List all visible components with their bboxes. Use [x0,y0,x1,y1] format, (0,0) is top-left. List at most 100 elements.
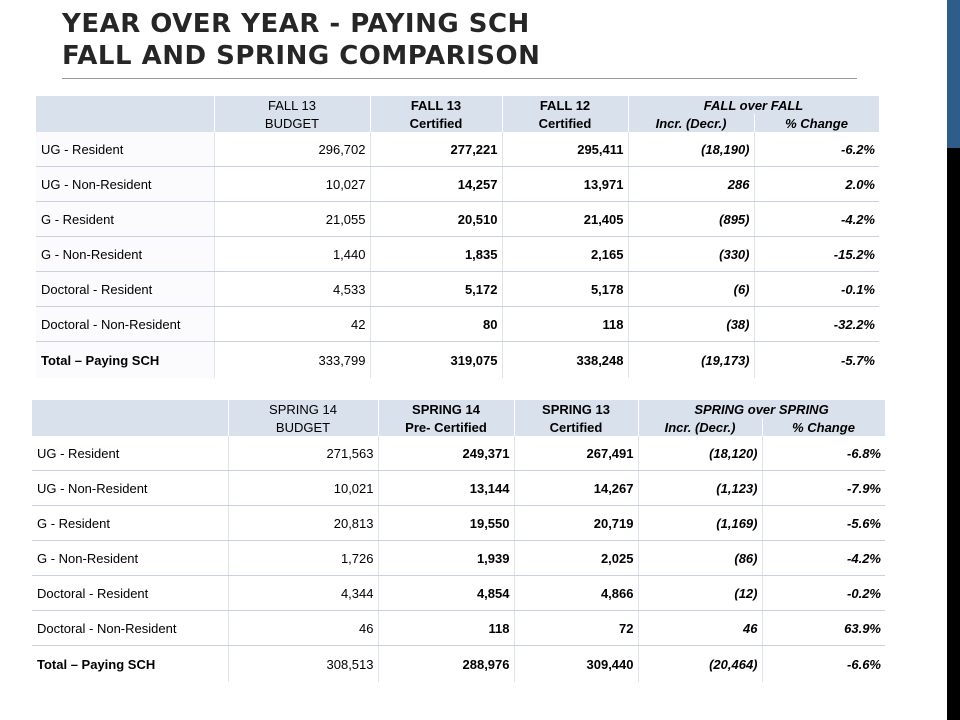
table-cell: -0.1% [754,271,879,307]
table-cell: -5.7% [841,352,875,368]
spring-header-row-1: SPRING 14 SPRING 14 SPRING 13 SPRING ove… [32,400,886,418]
header-cell [32,400,229,418]
table-cell: (12) [638,575,763,611]
table-cell: 118 [378,610,515,646]
spring-header-row-2: BUDGET Pre- Certified Certified Incr. (D… [32,418,886,436]
table-cell: -7.9% [762,470,885,506]
header-cell [32,418,229,436]
table-cell: (18,120) [638,436,763,471]
table-cell: (20,464) [638,645,763,682]
table-cell: 249,371 [378,436,515,471]
table-cell: 20,813 [228,505,379,541]
table-cell: (38) [628,306,755,342]
table-cell: 4,533 [214,271,371,307]
table-cell: 338,248 [502,341,629,378]
row-label: Doctoral - Resident [32,575,229,611]
table-cell: 5,172 [370,271,503,307]
table-cell: 10,027 [214,166,371,202]
table-cell: 319,075 [370,341,503,378]
table-cell: -15.2% [754,236,879,272]
table-cell: 46 [638,610,763,646]
row-label: UG - Non-Resident [32,470,229,506]
header-cell: BUDGET [214,114,371,132]
table-cell: (1,169) [638,505,763,541]
total-row: Total – Paying SCH 333,799 319,075 338,2… [36,341,879,378]
header-cell: SPRING over SPRING [638,400,886,418]
table-row: G - Non-Resident 1,440 1,835 2,165 (330)… [36,236,879,272]
row-label: UG - Resident [32,436,229,471]
table-row: UG - Resident 296,702 277,221 295,411 (1… [36,132,879,167]
table-cell: -4.2% [754,201,879,237]
table-cell: 10,021 [228,470,379,506]
table-cell: 13,144 [378,470,515,506]
table-cell: 5,178 [502,271,629,307]
row-label: UG - Non-Resident [36,166,215,202]
row-label: G - Resident [36,201,215,237]
table-cell: 2,165 [502,236,629,272]
table-cell: (895) [628,201,755,237]
row-label: G - Resident [32,505,229,541]
header-cell [36,114,215,132]
header-cell: % Change [754,114,880,132]
table-cell: 20,719 [514,505,639,541]
slide-title: YEAR OVER YEAR - PAYING SCH FALL AND SPR… [62,8,540,72]
table-cell: 288,976 [378,645,515,682]
table-cell: 333,799 [214,341,371,378]
slide-title-line1: YEAR OVER YEAR - PAYING SCH [62,9,530,39]
table-cell: (86) [638,540,763,576]
table-cell: 267,491 [514,436,639,471]
table-cell: 1,835 [370,236,503,272]
table-cell: 308,513 [228,645,379,682]
table-cell: -0.2% [762,575,885,611]
header-cell: Incr. (Decr.) [638,418,763,436]
header-cell: FALL 13 [214,96,371,114]
table-cell: (330) [628,236,755,272]
table-cell: 80 [370,306,503,342]
table-row: UG - Non-Resident 10,027 14,257 13,971 2… [36,166,879,202]
table-cell: 1,726 [228,540,379,576]
header-cell: Certified [514,418,639,436]
header-cell: SPRING 13 [514,400,639,418]
table-row: Doctoral - Non-Resident 46 118 72 46 63.… [32,610,885,646]
table-cell: 4,854 [378,575,515,611]
table-cell: 2,025 [514,540,639,576]
table-row: Doctoral - Resident 4,344 4,854 4,866 (1… [32,575,885,611]
table-cell: 1,939 [378,540,515,576]
table-row: G - Resident 21,055 20,510 21,405 (895) … [36,201,879,237]
table-cell: 21,405 [502,201,629,237]
table-cell: 4,866 [514,575,639,611]
row-label: Doctoral - Resident [36,271,215,307]
total-label: Total – Paying SCH [32,645,229,682]
header-cell: Certified [370,114,503,132]
header-cell: FALL 12 [502,96,629,114]
table-cell: 277,221 [370,132,503,167]
table-cell: 2.0% [754,166,879,202]
table-cell: 14,267 [514,470,639,506]
table-cell: -32.2% [754,306,879,342]
table-cell: 296,702 [214,132,371,167]
table-cell: -5.6% [762,505,885,541]
table-cell: (1,123) [638,470,763,506]
table-cell: 72 [514,610,639,646]
header-cell: SPRING 14 [228,400,379,418]
header-cell: % Change [762,418,886,436]
row-label: Doctoral - Non-Resident [32,610,229,646]
table-cell: (18,190) [628,132,755,167]
table-cell: 1,440 [214,236,371,272]
table-cell: 19,550 [378,505,515,541]
row-label: Doctoral - Non-Resident [36,306,215,342]
header-cell: FALL 13 [370,96,503,114]
slide-title-line2: FALL AND SPRING COMPARISON [62,41,541,71]
row-label: UG - Resident [36,132,215,167]
spring-comparison-table: SPRING 14 SPRING 14 SPRING 13 SPRING ove… [32,400,886,682]
header-cell: SPRING 14 [378,400,515,418]
table-cell: 286 [628,166,755,202]
table-cell: 20,510 [370,201,503,237]
table-row: G - Resident 20,813 19,550 20,719 (1,169… [32,505,885,541]
table-cell: 13,971 [502,166,629,202]
table-row: Doctoral - Resident 4,533 5,172 5,178 (6… [36,271,879,307]
table-cell: 14,257 [370,166,503,202]
right-accent-bar [947,0,960,720]
table-cell: 63.9% [762,610,885,646]
table-cell: -6.8% [762,436,885,471]
